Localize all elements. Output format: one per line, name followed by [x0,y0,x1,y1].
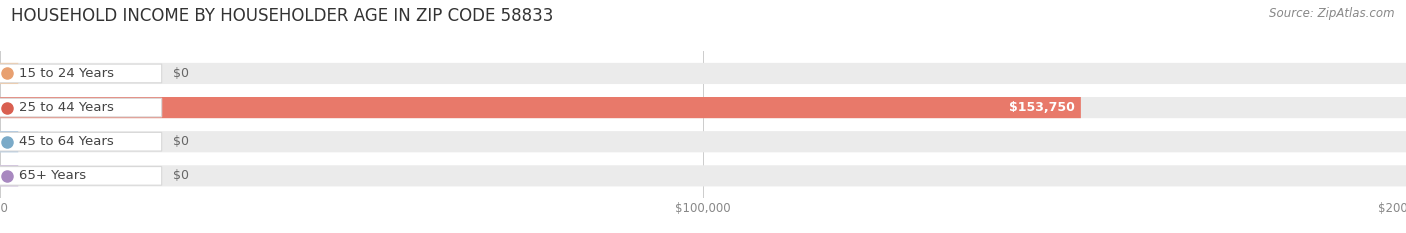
FancyBboxPatch shape [0,64,162,83]
FancyBboxPatch shape [0,131,18,152]
FancyBboxPatch shape [0,63,18,84]
FancyBboxPatch shape [0,132,162,151]
Text: $153,750: $153,750 [1010,101,1076,114]
Text: 45 to 64 Years: 45 to 64 Years [20,135,114,148]
Text: 25 to 44 Years: 25 to 44 Years [20,101,114,114]
FancyBboxPatch shape [0,63,1406,84]
FancyBboxPatch shape [0,97,1406,118]
Text: HOUSEHOLD INCOME BY HOUSEHOLDER AGE IN ZIP CODE 58833: HOUSEHOLD INCOME BY HOUSEHOLDER AGE IN Z… [11,7,554,25]
FancyBboxPatch shape [0,98,162,117]
FancyBboxPatch shape [0,165,1406,186]
FancyBboxPatch shape [0,167,162,185]
FancyBboxPatch shape [0,97,1081,118]
Text: 15 to 24 Years: 15 to 24 Years [20,67,114,80]
FancyBboxPatch shape [0,165,18,186]
FancyBboxPatch shape [0,131,1406,152]
Text: Source: ZipAtlas.com: Source: ZipAtlas.com [1270,7,1395,20]
Text: $0: $0 [173,135,188,148]
Text: $0: $0 [173,169,188,182]
Text: $0: $0 [173,67,188,80]
Text: 65+ Years: 65+ Years [20,169,86,182]
